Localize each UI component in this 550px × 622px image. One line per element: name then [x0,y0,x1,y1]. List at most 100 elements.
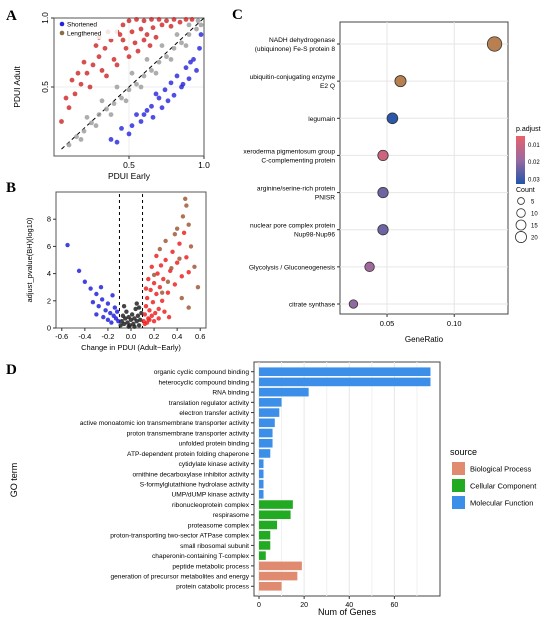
scatter-b-point-lengthened-dark--0 [151,272,157,278]
scatter-a-point-lengthened-34 [132,40,138,46]
scatter-b-point-lengthened-24 [177,241,182,246]
scatter-a-point-other-18 [84,114,90,120]
scatter-b-point-other-10 [129,312,135,317]
barchart-d-category-label-15: proteasome complex [188,522,250,529]
barchart-d-category-label-2: RNA binding [212,390,249,397]
scatter-b-point-lengthened-18 [163,257,168,263]
scatter-a-y-tick-label-1: 1.0 [40,12,50,24]
scatter-a-point-other-26 [108,112,114,117]
legend-title-source: source [450,447,477,457]
scatter-b-point-lengthened-dark--1 [157,246,163,252]
dotplot-c-x-tick-label-1: 0.10 [447,319,462,328]
scatter-a-point-shortened-17 [186,76,192,82]
scatter-a-y-label: PDUI Adult [12,66,22,108]
scatter-a-point-lengthened-19 [81,59,87,65]
scatter-b-point-shortened-20 [98,285,104,290]
dotplot-c-category-label-2-line-0: legumain [308,116,335,123]
dotplot-c-point-4 [377,186,389,199]
dotplot-c-category-label-4-line-1: PNISR [315,195,335,202]
scatter-a-point-shortened-14 [159,105,165,111]
scatter-a-point-other-15 [179,40,184,46]
scatter-b-point-other-5 [124,309,129,314]
scatter-b-point-other-0 [118,323,123,328]
barchart-d-category-label-3: translation regulator activity [169,400,250,407]
scatter-a-point-shortened-0 [108,137,114,142]
scatter-b-point-shortened-12 [112,305,118,310]
scatter-b-point-lengthened-30 [149,264,154,269]
scatter-a-point-lengthened-0 [59,119,64,124]
scatter-b-point-lengthened-dark--5 [177,256,182,261]
color-legend-tick-2: 0.03 [528,177,540,183]
scatter-a-point-other-11 [149,68,154,73]
scatter-a-point-other-33 [78,137,84,142]
barchart-d-category-label-0: organic cyclic compound binding [154,369,250,376]
dotplot-c-category-label-1-line-0: ubiquitin-conjugating enzyme [250,74,336,81]
scatter-b-y-ticks: 0 2 4 6 8 [47,215,56,333]
barchart-d-legend: source Biological Process Cellular Compon… [450,447,537,509]
scatter-b-point-shortened-16 [105,317,111,323]
scatter-b-point-lengthened-13 [156,306,161,312]
scatter-a-point-shortened-24 [188,59,193,65]
scatter-a-y-ticks: 0.5 1.0 [40,12,54,93]
barchart-d-bar-16 [259,530,271,540]
scatter-b-point-shortened-18 [94,312,99,317]
scatter-a-point-lengthened-23 [129,29,135,35]
scatter-a-point-other-7 [119,95,124,101]
scatter-b-point-lengthened-26 [181,230,187,235]
scatter-a-point-other-31 [183,43,189,48]
scatter-b-point-lengthened-22 [172,282,178,287]
dotplot-c-category-label-3: xeroderma pigmentosum group C-complementi… [243,148,335,164]
size-legend-label-0: 5 [531,200,535,206]
barchart-d-y-label: GO term [9,463,19,498]
dotplot-c-category-label-4: arginine/serine-rich protein PNISR [257,186,335,202]
barchart-d-category-label-7: unfolded protein binding [179,441,250,448]
legend-marker-lengthened [59,30,65,36]
scatter-a-point-lengthened-29 [177,19,183,25]
barchart-d-x-tick-label-2: 40 [345,602,353,609]
barchart-d-x-tick-label-0: 0 [257,602,261,609]
scatter-a-point-lengthened-5 [90,62,96,68]
scatter-b-x-ticks: -0.6 -0.4 -0.2 0.0 0.2 0.4 0.6 [55,328,205,341]
scatter-a-point-lengthened-14 [149,16,154,22]
scatter-a-point-other-14 [171,45,177,51]
scatter-a-point-shortened-23 [180,81,186,87]
scatter-b-point-lengthened-14 [157,285,163,290]
dotplot-c-point-0 [486,36,503,52]
scatter-b-x-tick-label-1: -0.4 [78,332,91,341]
barchart-d-bar-17 [259,541,271,550]
scatter-a-point-lengthened-4 [84,70,90,76]
barchart-d-category-label-19: peptide metabolic process [172,563,249,570]
scatter-b-point-lengthened-33 [162,309,167,314]
scatter-a-point-shortened-26 [134,112,139,117]
barchart-d-bar-8 [259,449,271,458]
scatter-a-point-other-21 [129,70,135,76]
scatter-a-point-lengthened-11 [126,18,132,24]
dotplot-c-category-label-0-line-1: (ubiquinone) Fe-S protein 8 [255,46,336,53]
scatter-a-point-other-27 [123,98,129,104]
size-legend-label-1: 10 [531,212,538,218]
scatter-a-point-shortened-21 [144,108,150,113]
scatter-b-point-lengthened-dark--4 [172,231,178,237]
scatter-a-point-other-24 [174,32,180,37]
scatter-b-point-other-17 [138,317,143,323]
scatter-a-y-tick-label-0: 0.5 [40,81,50,93]
barchart-d-category-label-11: S-formylglutathione hydrolase activity [140,482,250,489]
scatter-a-point-other-8 [126,87,132,93]
scatter-b-point-lengthened-31 [154,253,159,259]
scatter-a-point-other-12 [156,59,162,65]
dotplot-c-point-2 [386,112,399,125]
scatter-a-point-shortened-7 [168,80,174,86]
scatter-b-x-tick-label-5: 0.4 [172,332,182,341]
size-legend-title: Count [516,187,535,194]
legend-swatch-bio [452,462,465,475]
scatter-b-point-lengthened-37 [147,317,152,323]
scatter-a-point-lengthened-3 [78,81,84,87]
barchart-d-frame [253,361,441,597]
dotplot-c-frame [339,21,509,315]
barchart-d-x-ticks: 0 20 40 60 [257,596,398,609]
scatter-b-y-tick-label-1: 2 [47,296,51,305]
scatter-a-point-lengthened-33 [123,45,129,51]
scatter-b-point-lengthened-7 [149,313,154,318]
dotplot-c-category-label-4-line-0: arginine/serine-rich protein [257,186,335,193]
panel-label-a: A [6,8,17,24]
